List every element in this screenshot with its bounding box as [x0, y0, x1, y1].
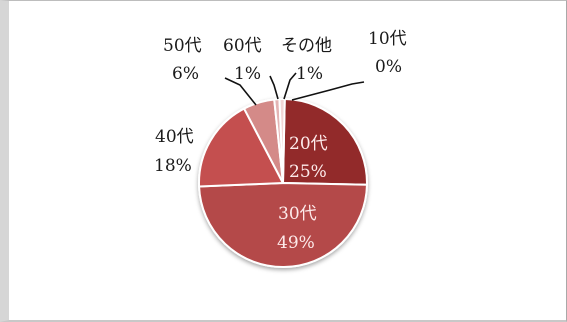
label-other-percent: 1% [296, 64, 323, 84]
label-other-category: その他 [281, 36, 332, 56]
leader-line-10s [291, 81, 365, 101]
label-10s-percent: 0% [375, 57, 402, 77]
label-50s-percent: 6% [172, 64, 199, 84]
label-40s-percent: 18% [154, 156, 192, 176]
leader-line-other [283, 72, 297, 100]
label-20s-category: 20代 [289, 134, 328, 154]
label-10s-category: 10代 [368, 29, 407, 49]
pie-slice-3 [198, 107, 285, 188]
pie-slice-2 [198, 181, 369, 269]
label-60s-percent: 1% [234, 64, 261, 84]
leader-line-50s [224, 77, 257, 106]
label-60s-category: 60代 [223, 36, 262, 56]
label-30s-category: 30代 [278, 204, 317, 224]
label-50s-category: 50代 [163, 36, 202, 56]
label-40s-category: 40代 [155, 127, 194, 147]
label-30s-percent: 49% [277, 233, 315, 253]
leader-line-60s [269, 75, 279, 100]
label-20s-percent: 25% [289, 162, 327, 182]
pie-slice-1 [281, 97, 368, 186]
